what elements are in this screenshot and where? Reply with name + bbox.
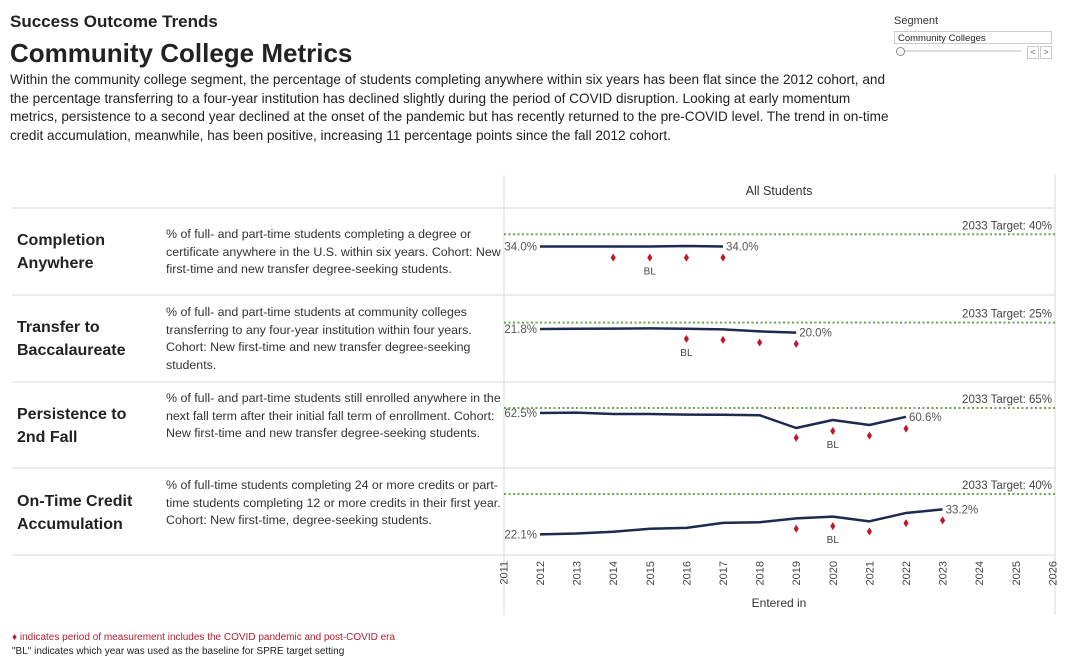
covid-diamond-icon bbox=[903, 519, 909, 528]
x-tick-label: 2019 bbox=[791, 561, 803, 585]
first-value-label: 22.1% bbox=[504, 529, 537, 541]
covid-diamond-icon bbox=[830, 522, 836, 531]
series-line bbox=[539, 327, 797, 334]
x-tick-label: 2025 bbox=[1011, 561, 1023, 585]
target-label: 2033 Target: 40% bbox=[962, 220, 1052, 232]
series-line bbox=[539, 411, 907, 430]
row-description-persistence: % of full- and part-time students still … bbox=[166, 391, 501, 440]
covid-diamond-icon bbox=[610, 253, 616, 262]
baseline-label: BL bbox=[827, 535, 840, 546]
covid-diamond-icon bbox=[866, 431, 872, 440]
covid-diamond-icon bbox=[793, 433, 799, 442]
x-tick-label: 2016 bbox=[681, 561, 693, 585]
baseline-label: BL bbox=[644, 267, 657, 278]
dashboard-eyebrow: Success Outcome Trends bbox=[10, 12, 218, 31]
target-label: 2033 Target: 65% bbox=[962, 394, 1052, 406]
last-value-label: 20.0% bbox=[799, 328, 832, 340]
segment-slider-track[interactable] bbox=[897, 50, 1022, 52]
first-value-label: 62.5% bbox=[504, 408, 537, 420]
x-tick-label: 2024 bbox=[974, 561, 986, 585]
covid-diamond-icon bbox=[940, 516, 946, 525]
series-line bbox=[539, 508, 943, 536]
first-value-label: 21.8% bbox=[504, 324, 537, 336]
row-description-transfer: % of full- and part-time students at com… bbox=[166, 305, 472, 372]
row-label-otc: On-Time Credit Accumulation bbox=[17, 493, 133, 533]
row-label-transfer: Transfer to Baccalaureate bbox=[17, 319, 126, 359]
covid-diamond-icon bbox=[720, 335, 726, 344]
covid-diamond-icon bbox=[830, 427, 836, 435]
segment-slider-handle[interactable] bbox=[896, 47, 905, 56]
column-header: All Students bbox=[746, 184, 813, 198]
x-tick-label: 2026 bbox=[1047, 561, 1059, 585]
covid-diamond-icon bbox=[793, 339, 799, 348]
baseline-label: BL bbox=[680, 348, 693, 359]
x-tick-label: 2014 bbox=[608, 561, 620, 585]
covid-diamond-icon bbox=[647, 253, 653, 262]
covid-diamond-icon bbox=[793, 524, 799, 533]
last-value-label: 34.0% bbox=[726, 241, 759, 253]
row-label-completion: Completion Anywhere bbox=[17, 232, 105, 272]
target-label: 2033 Target: 40% bbox=[962, 480, 1052, 492]
last-value-label: 60.6% bbox=[909, 412, 942, 424]
baseline-footnote: "BL" indicates which year was used as th… bbox=[12, 646, 345, 657]
covid-diamond-icon bbox=[683, 253, 689, 262]
segment-select[interactable]: Community Colleges bbox=[894, 31, 1052, 44]
covid-footnote: ♦ indicates period of measurement includ… bbox=[12, 632, 396, 643]
page-title: Community College Metrics bbox=[10, 38, 353, 68]
x-tick-label: 2012 bbox=[535, 561, 547, 585]
row-label-persistence: Persistence to 2nd Fall bbox=[17, 406, 127, 446]
covid-diamond-icon bbox=[683, 334, 689, 343]
covid-diamond-icon bbox=[720, 253, 726, 262]
target-label: 2033 Target: 25% bbox=[962, 309, 1052, 321]
chevron-right-icon[interactable]: > bbox=[1040, 46, 1052, 59]
x-tick-label: 2020 bbox=[828, 561, 840, 585]
last-value-label: 33.2% bbox=[946, 504, 979, 516]
chevron-left-icon[interactable]: < bbox=[1027, 46, 1039, 59]
intro-paragraph: Within the community college segment, th… bbox=[10, 72, 889, 143]
x-tick-label: 2017 bbox=[718, 561, 730, 585]
row-description-otc: % of full-time students completing 24 or… bbox=[166, 478, 501, 527]
x-tick-label: 2021 bbox=[864, 561, 876, 585]
baseline-label: BL bbox=[827, 440, 840, 451]
x-tick-label: 2023 bbox=[938, 561, 950, 585]
x-tick-label: 2015 bbox=[645, 561, 657, 585]
covid-diamond-icon bbox=[757, 338, 763, 347]
x-tick-label: 2022 bbox=[901, 561, 913, 585]
first-value-label: 34.0% bbox=[504, 241, 537, 253]
x-tick-label: 2013 bbox=[572, 561, 584, 585]
x-tick-label: 2018 bbox=[755, 561, 767, 585]
segment-label: Segment bbox=[894, 15, 939, 27]
covid-diamond-icon bbox=[866, 527, 872, 536]
covid-diamond-icon bbox=[903, 424, 909, 433]
x-axis-title: Entered in bbox=[752, 596, 807, 610]
row-description-completion: % of full- and part-time students comple… bbox=[166, 227, 501, 276]
x-tick-label: 2011 bbox=[498, 561, 510, 585]
